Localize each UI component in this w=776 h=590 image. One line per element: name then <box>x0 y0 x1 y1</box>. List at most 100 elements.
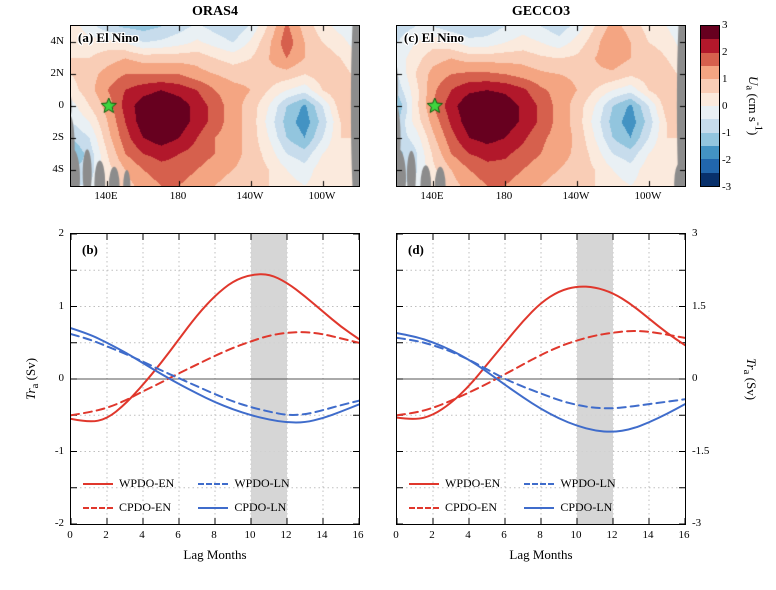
tick-label: 4 <box>465 529 471 541</box>
tick-label: 6 <box>175 529 181 541</box>
legend-item-cpdo-en: CPDO-EN <box>83 500 174 515</box>
panel-label-b: (b) <box>82 242 98 257</box>
x-axis-label-d: Lag Months <box>509 547 573 562</box>
legend-label-cpdo-ln: CPDO-LN <box>560 500 613 514</box>
legend-line-sample-wpdo-en <box>409 482 439 485</box>
tick-label: 10 <box>244 529 256 541</box>
tick-label: -2 <box>54 517 64 529</box>
tick-label: 180 <box>495 190 513 202</box>
tick-label: 140W <box>236 190 264 202</box>
legend-label-wpdo-ln: WPDO-LN <box>560 476 616 490</box>
colorbar-segment <box>701 159 719 173</box>
line-chart-b <box>71 234 359 524</box>
tick-label: 0 <box>58 372 65 384</box>
colorbar-segment <box>701 65 719 80</box>
tick-label: 1.5 <box>692 299 706 312</box>
colorbar-segment <box>701 52 719 66</box>
tick-label: 0 <box>58 99 65 111</box>
legend-b: WPDO-EN WPDO-LN CPDO-EN CPDO-LN <box>83 476 290 515</box>
legend-line-sample-cpdo-ln <box>198 506 229 509</box>
title-oras4: ORAS4 <box>192 4 238 19</box>
colorbar-segment <box>701 132 719 146</box>
line-chart-d <box>397 234 685 524</box>
tick-label: -2 <box>722 154 732 166</box>
tick-label: 100W <box>634 190 662 202</box>
series-line-cpdo-en <box>397 329 685 417</box>
tick-label: 12 <box>606 529 618 541</box>
legend-item-wpdo-en: WPDO-EN <box>83 476 174 491</box>
legend-item-wpdo-ln: WPDO-LN <box>198 476 290 491</box>
legend-label-wpdo-en: WPDO-EN <box>119 476 175 490</box>
colorbar <box>700 25 720 187</box>
colorbar-segment <box>701 79 719 93</box>
map-panel-a: (a) El Nino <box>70 25 360 187</box>
series-line-wpdo-ln <box>71 333 359 416</box>
legend-label-wpdo-en: WPDO-EN <box>445 476 501 490</box>
legend-item-wpdo-ln: WPDO-LN <box>524 476 616 491</box>
tick-label: 16 <box>678 529 690 541</box>
tick-label: 0 <box>722 100 728 112</box>
series-line-wpdo-ln <box>397 336 685 410</box>
series-line-cpdo-ln <box>397 332 685 433</box>
tick-label: 140E <box>94 190 118 202</box>
colorbar-segment <box>701 119 719 133</box>
panel-label-d: (d) <box>408 242 424 257</box>
tick-label: 4N <box>50 35 64 47</box>
el-nino-map-gecco3 <box>397 26 685 186</box>
tick-label: -1.5 <box>692 444 710 457</box>
tick-label: 14 <box>642 529 654 541</box>
tick-label: 14 <box>316 529 328 541</box>
legend-line-sample-wpdo-en <box>83 482 113 485</box>
tick-label: 0 <box>67 529 73 541</box>
legend-line-sample-wpdo-ln <box>198 482 229 485</box>
legend-label-cpdo-en: CPDO-EN <box>445 500 498 514</box>
tick-label: 3 <box>722 19 728 31</box>
tick-label: 3 <box>692 227 698 239</box>
tick-label: 180 <box>169 190 187 202</box>
panel-label-a: (a) El Nino <box>78 30 139 45</box>
tick-label: -3 <box>692 517 702 529</box>
legend-item-wpdo-en: WPDO-EN <box>409 476 500 491</box>
tick-label: 1 <box>58 299 65 312</box>
series-line-wpdo-en <box>71 273 359 423</box>
legend-d: WPDO-EN WPDO-LN CPDO-EN CPDO-LN <box>409 476 616 515</box>
tick-label: 4 <box>139 529 145 541</box>
line-panel-d: (d) WPDO-EN WPDO-LN CPDO-EN CPDO-LN <box>396 233 686 525</box>
x-axis-label-b: Lag Months <box>183 547 247 562</box>
tick-label: -1 <box>54 444 64 457</box>
title-gecco3: GECCO3 <box>511 4 571 19</box>
colorbar-segment <box>701 105 719 120</box>
panel-label-c: (c) El Nino <box>404 30 464 45</box>
legend-line-sample-cpdo-en <box>83 506 113 509</box>
colorbar-segment <box>701 26 719 40</box>
tick-label: 2 <box>722 46 728 58</box>
y-axis-label-left: Tra (Sv) <box>23 357 41 401</box>
tick-label: 2 <box>429 529 435 541</box>
colorbar-axis-label: Ua (cm s-1) <box>743 76 765 136</box>
tick-label: 2S <box>52 131 64 143</box>
legend-label-cpdo-ln: CPDO-LN <box>234 500 287 514</box>
tick-label: 2 <box>103 529 109 541</box>
tick-label: 140W <box>562 190 590 202</box>
legend-line-sample-wpdo-ln <box>524 482 555 485</box>
tick-label: 0 <box>393 529 399 541</box>
tick-label: 2 <box>58 227 65 239</box>
line-panel-b: (b) WPDO-EN WPDO-LN CPDO-EN CPDO-LN <box>70 233 360 525</box>
tick-label: 1 <box>722 73 728 85</box>
y-axis-label-right: Tra (Sv) <box>741 357 759 401</box>
legend-item-cpdo-ln: CPDO-LN <box>198 500 289 515</box>
tick-label: 10 <box>570 529 582 541</box>
tick-label: 16 <box>352 529 364 541</box>
tick-label: 0 <box>692 372 698 384</box>
legend-item-cpdo-ln: CPDO-LN <box>524 500 615 515</box>
series-line-cpdo-ln <box>71 327 359 424</box>
tick-label: 8 <box>537 529 543 541</box>
tick-label: 8 <box>211 529 217 541</box>
map-panel-c: (c) El Nino <box>396 25 686 187</box>
series-line-cpdo-en <box>71 331 359 417</box>
tick-label: 100W <box>308 190 336 202</box>
legend-item-cpdo-en: CPDO-EN <box>409 500 500 515</box>
colorbar-segment <box>701 145 719 160</box>
legend-line-sample-cpdo-ln <box>524 506 555 509</box>
